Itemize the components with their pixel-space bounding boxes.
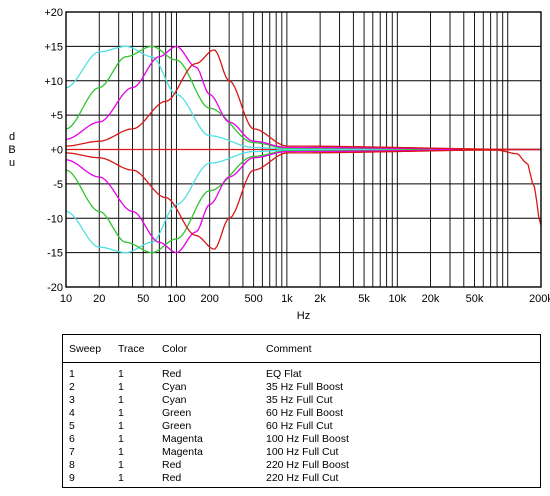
legend-row: 8 1 Red 220 Hz Full Boost — [63, 459, 540, 472]
legend-cell-comment: 60 Hz Full Cut — [266, 420, 333, 432]
y-tick-label: +0 — [50, 145, 63, 157]
y-axis-label-letter: u — [9, 157, 15, 169]
x-tick-label: 10k — [388, 293, 406, 305]
y-tick-label: +20 — [44, 7, 63, 19]
x-tick-label: 50k — [466, 293, 484, 305]
legend-cell-trace: 1 — [118, 433, 124, 445]
header-color: Color — [162, 343, 188, 355]
legend-row: 5 1 Green 60 Hz Full Cut — [63, 420, 540, 433]
header-comment: Comment — [266, 343, 312, 355]
trace-line-sweep-3 — [65, 148, 541, 254]
legend-row: 4 1 Green 60 Hz Full Boost — [63, 407, 540, 420]
plot-frame — [65, 11, 542, 288]
sweep-legend-table: Sweep Trace Color Comment 1 1 Red EQ Flat 2 1… — [62, 334, 541, 488]
x-tick-label: 100 — [167, 293, 185, 305]
x-tick-label: 500 — [244, 293, 262, 305]
legend-cell-sweep: 1 — [69, 368, 75, 380]
legend-cell-color: Cyan — [162, 381, 187, 393]
chart-traces — [65, 45, 542, 254]
header-sweep: Sweep — [69, 343, 102, 355]
legend-cell-trace: 1 — [118, 420, 124, 432]
legend-cell-color: Cyan — [162, 394, 187, 406]
trace-line-sweep-5 — [65, 148, 541, 254]
x-tick-label: 2k — [314, 293, 326, 305]
y-tick-label: -20 — [47, 282, 63, 294]
legend-cell-comment: 220 Hz Full Boost — [266, 459, 349, 471]
legend-rows: 1 1 Red EQ Flat 2 1 Cyan 35 Hz Full Boost 3 1 Cyan… — [63, 368, 540, 485]
tick-labels: 10 20 50 100 200 500 1k 2k 5k 10k 20k 50k 200k +20 +15… — [44, 7, 550, 305]
trace-line-sweep-9 — [65, 148, 541, 250]
legend-cell-color: Magenta — [162, 446, 203, 458]
x-tick-label: 200 — [201, 293, 219, 305]
legend-divider — [63, 362, 540, 363]
legend-row: 1 1 Red EQ Flat — [63, 368, 540, 381]
y-tick-label: +10 — [44, 76, 63, 88]
x-tick-label: 1k — [281, 293, 293, 305]
header-trace: Trace — [118, 343, 145, 355]
frequency-response-chart: 10 20 50 100 200 500 1k 2k 5k 10k 20k 50k 200k +20 +15… — [8, 7, 550, 322]
y-tick-label: +5 — [50, 110, 63, 122]
legend-cell-sweep: 9 — [69, 472, 75, 484]
x-tick-label: 20 — [93, 293, 105, 305]
legend-cell-comment: 100 Hz Full Cut — [266, 446, 339, 458]
legend-header-row: Sweep Trace Color Comment — [63, 343, 540, 357]
trace-line-sweep-4 — [65, 45, 541, 151]
legend-cell-sweep: 4 — [69, 407, 75, 419]
x-tick-label: 5k — [358, 293, 370, 305]
y-tick-label: +15 — [44, 41, 63, 53]
legend-cell-sweep: 3 — [69, 394, 75, 406]
legend-row: 3 1 Cyan 35 Hz Full Cut — [63, 394, 540, 407]
legend-cell-color: Red — [162, 459, 182, 471]
legend-cell-trace: 1 — [118, 368, 124, 380]
legend-cell-color: Red — [162, 472, 182, 484]
x-axis-label: Hz — [297, 310, 310, 322]
legend-row: 2 1 Cyan 35 Hz Full Boost — [63, 381, 540, 394]
y-axis-label-letter: d — [9, 131, 15, 143]
legend-cell-trace: 1 — [118, 407, 124, 419]
x-tick-label: 50 — [137, 293, 149, 305]
y-tick-label: -10 — [47, 213, 63, 225]
trace-line-sweep-8 — [65, 49, 541, 151]
legend-cell-sweep: 7 — [69, 446, 75, 458]
legend-cell-comment: 35 Hz Full Boost — [266, 381, 344, 393]
x-tick-label: 200k — [529, 293, 550, 305]
y-tick-label: -5 — [53, 179, 63, 191]
legend-cell-sweep: 6 — [69, 433, 75, 445]
y-axis-label-letter: B — [8, 144, 15, 156]
y-tick-label: -15 — [47, 248, 63, 260]
legend-cell-sweep: 2 — [69, 381, 75, 393]
trace-line-sweep-6 — [65, 45, 541, 151]
legend-cell-color: Magenta — [162, 433, 203, 445]
legend-cell-color: Red — [162, 368, 182, 380]
x-tick-label: 10 — [60, 293, 72, 305]
legend-cell-comment: 35 Hz Full Cut — [266, 394, 333, 406]
legend-row: 6 1 Magenta 100 Hz Full Boost — [63, 433, 540, 446]
legend-cell-sweep: 5 — [69, 420, 75, 432]
legend-cell-trace: 1 — [118, 394, 124, 406]
legend-row: 7 1 Magenta 100 Hz Full Cut — [63, 446, 540, 459]
legend-cell-trace: 1 — [118, 472, 124, 484]
x-tick-label: 20k — [422, 293, 440, 305]
legend-row: 9 1 Red 220 Hz Full Cut — [63, 472, 540, 485]
legend-cell-color: Green — [162, 407, 192, 419]
legend-cell-comment: 60 Hz Full Boost — [266, 407, 344, 419]
y-axis-label: dBu — [8, 131, 15, 169]
legend-cell-color: Green — [162, 420, 192, 432]
legend-cell-comment: 100 Hz Full Boost — [266, 433, 349, 445]
trace-line-sweep-2 — [65, 45, 541, 151]
legend-cell-trace: 1 — [118, 459, 124, 471]
legend-cell-trace: 1 — [118, 446, 124, 458]
legend-cell-sweep: 8 — [69, 459, 75, 471]
legend-cell-trace: 1 — [118, 381, 124, 393]
legend-cell-comment: EQ Flat — [266, 368, 302, 380]
legend-cell-comment: 220 Hz Full Cut — [266, 472, 339, 484]
trace-line-sweep-7 — [65, 148, 541, 254]
